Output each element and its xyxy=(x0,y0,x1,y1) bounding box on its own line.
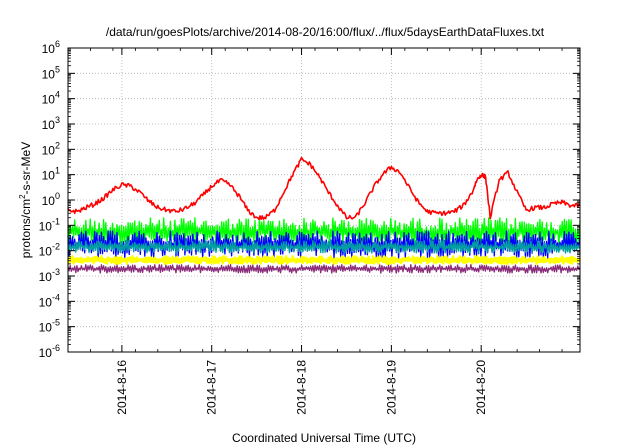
y-tick-exponent: -4 xyxy=(52,292,60,302)
y-tick-label: 10-4 xyxy=(39,292,60,309)
y-tick-exponent: 1 xyxy=(55,166,60,176)
y-tick-base: 10 xyxy=(42,118,56,132)
x-tick-label: 2014-8-16 xyxy=(115,360,129,415)
y-tick-exponent: 0 xyxy=(55,191,60,201)
y-tick-exponent: 5 xyxy=(55,64,60,74)
y-tick-label: 102 xyxy=(42,140,60,157)
y-tick-label: 103 xyxy=(42,115,60,132)
y-tick-exponent: -3 xyxy=(52,267,60,277)
x-tick-label: 2014-8-19 xyxy=(384,360,398,415)
y-axis-label-sup: 2 xyxy=(18,194,27,199)
y-tick-label: 105 xyxy=(42,64,60,81)
chart-title: /data/run/goesPlots/archive/2014-08-20/1… xyxy=(106,25,545,39)
y-tick-base: 10 xyxy=(39,219,53,233)
y-tick-label: 10-5 xyxy=(39,318,60,335)
y-tick-exponent: 4 xyxy=(55,90,60,100)
y-tick-base: 10 xyxy=(42,93,56,107)
x-axis-label: Coordinated Universal Time (UTC) xyxy=(232,431,416,445)
x-tick-label: 2014-8-17 xyxy=(205,360,219,415)
y-tick-label: 10-3 xyxy=(39,267,60,284)
y-tick-base: 10 xyxy=(39,346,53,360)
y-tick-label: 10-1 xyxy=(39,216,60,233)
y-axis-label: protons/cm2-s-sr-MeV xyxy=(18,142,33,258)
y-axis-label-suffix: -s-sr-MeV xyxy=(19,142,33,195)
y-tick-label: 10-2 xyxy=(39,242,60,259)
red-proton-series xyxy=(67,156,581,221)
y-axis-label-prefix: protons/cm xyxy=(19,199,33,258)
y-tick-base: 10 xyxy=(42,42,56,56)
y-tick-exponent: 3 xyxy=(55,115,60,125)
yellow-band-series xyxy=(66,255,582,266)
teal-band-series xyxy=(67,239,581,254)
y-tick-base: 10 xyxy=(39,321,53,335)
x-axis: 2014-8-16 2014-8-17 2014-8-18 2014-8-19 2014… xyxy=(67,48,563,415)
y-tick-label: 101 xyxy=(42,166,60,183)
y-axis: 10610510410310210110010-110-210-310-410-… xyxy=(39,39,580,360)
y-tick-exponent: -6 xyxy=(52,343,60,353)
y-tick-label: 10-6 xyxy=(39,343,60,360)
y-tick-exponent: 6 xyxy=(55,39,60,49)
y-tick-label: 106 xyxy=(42,39,60,56)
x-tick-label: 2014-8-18 xyxy=(295,360,309,415)
y-tick-base: 10 xyxy=(39,270,53,284)
y-tick-base: 10 xyxy=(39,295,53,309)
y-tick-exponent: 2 xyxy=(55,140,60,150)
green-band-series xyxy=(67,217,581,247)
y-tick-base: 10 xyxy=(42,143,56,157)
y-tick-exponent: -5 xyxy=(52,318,60,328)
y-tick-base: 10 xyxy=(42,67,56,81)
plot-series xyxy=(66,156,582,274)
y-tick-base: 10 xyxy=(42,169,56,183)
y-tick-label: 104 xyxy=(42,90,60,107)
x-tick-label: 2014-8-20 xyxy=(474,360,488,415)
grid xyxy=(68,48,580,352)
y-tick-base: 10 xyxy=(42,194,56,208)
y-tick-exponent: -1 xyxy=(52,216,60,226)
y-tick-exponent: -2 xyxy=(52,242,60,252)
y-tick-label: 100 xyxy=(42,191,60,208)
y-tick-base: 10 xyxy=(39,245,53,259)
purple-band-series xyxy=(67,264,581,274)
